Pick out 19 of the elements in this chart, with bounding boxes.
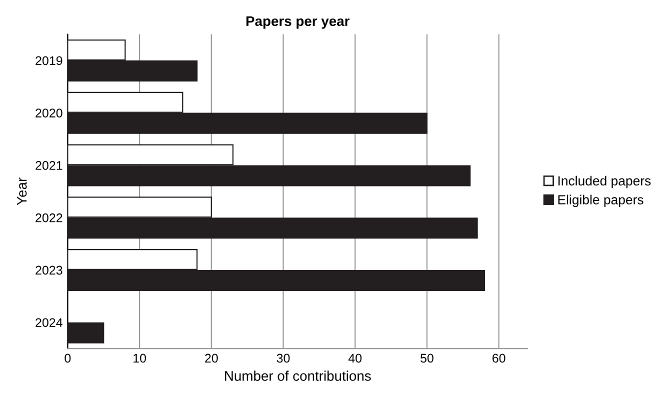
y-tick-label: 2019 <box>36 56 62 66</box>
y-tick-label: 2020 <box>36 108 62 118</box>
legend-label: Eligible papers <box>558 194 644 208</box>
y-axis-title: Year <box>17 178 27 206</box>
y-tick-label: 2022 <box>36 213 62 222</box>
bar <box>68 322 104 344</box>
x-tick-label: 10 <box>134 354 146 363</box>
x-tick-label: 20 <box>205 354 218 363</box>
y-tick-label: 2024 <box>36 318 62 328</box>
legend-label: Included papers <box>558 176 651 188</box>
y-tick-label: 2021 <box>36 161 62 170</box>
x-axis-title: Number of contributions <box>225 370 371 381</box>
x-tick-label: 0 <box>64 354 71 363</box>
chart-title: Papers per year <box>246 16 350 29</box>
y-tick-label: 2023 <box>36 266 62 275</box>
x-tick-label: 60 <box>492 354 506 363</box>
x-tick-label: 30 <box>276 354 290 363</box>
x-tick-label: 40 <box>348 354 362 363</box>
x-tick-label: 50 <box>420 354 434 363</box>
